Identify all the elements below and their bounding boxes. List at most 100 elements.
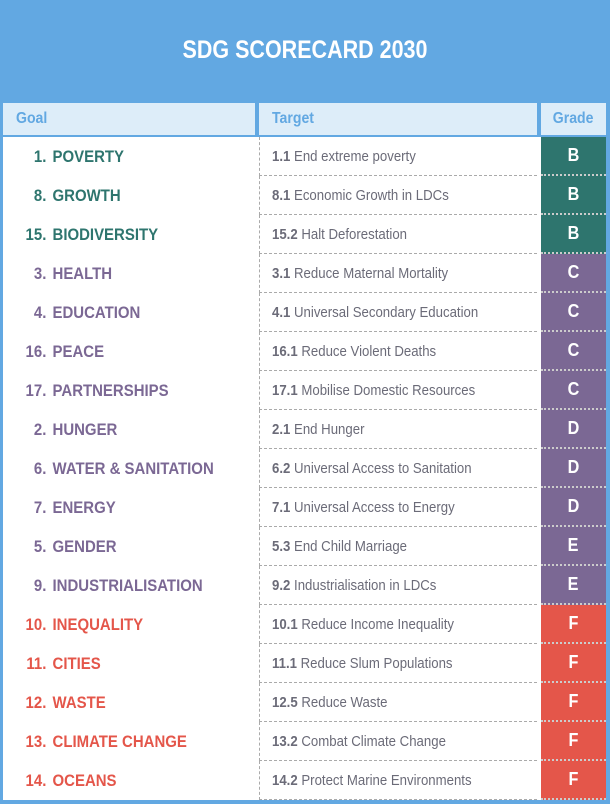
goal-number: 15. (25, 224, 47, 244)
target-code: 8.1 (272, 186, 291, 204)
table-row: 13. CLIMATE CHANGE 13.2 Combat Climate C… (3, 722, 606, 761)
grade-badge: F (541, 644, 606, 683)
grade-badge: B (541, 176, 606, 215)
target-text: Economic Growth in LDCs (294, 186, 449, 204)
column-header-goal-label: Goal (16, 110, 48, 127)
target-cell: 13.2 Combat Climate Change (259, 722, 537, 761)
target-text: Universal Access to Energy (294, 498, 455, 516)
target-cell: 1.1 End extreme poverty (259, 137, 537, 176)
target-text: Combat Climate Change (301, 732, 446, 750)
target-code: 3.1 (272, 264, 291, 282)
table-row: 8. GROWTH 8.1 Economic Growth in LDCs B (3, 176, 606, 215)
grade-letter: D (567, 457, 580, 477)
grade-letter: F (568, 613, 579, 633)
goal-number: 4. (33, 302, 47, 322)
target-code: 17.1 (272, 381, 298, 399)
scorecard-table-body: 1. POVERTY 1.1 End extreme poverty B 8. … (3, 137, 606, 800)
grade-badge: F (541, 683, 606, 722)
grade-badge: E (541, 527, 606, 566)
goal-name: HEALTH (52, 263, 113, 283)
grade-badge: D (541, 410, 606, 449)
target-cell: 12.5 Reduce Waste (259, 683, 537, 722)
table-row: 9. INDUSTRIALISATION 9.2 Industrialisati… (3, 566, 606, 605)
grade-letter: F (568, 769, 579, 789)
table-row: 7. ENERGY 7.1 Universal Access to Energy… (3, 488, 606, 527)
goal-cell: 13. CLIMATE CHANGE (3, 722, 255, 761)
target-code: 15.2 (272, 225, 298, 243)
goal-name: OCEANS (52, 770, 117, 790)
table-row: 2. HUNGER 2.1 End Hunger D (3, 410, 606, 449)
goal-cell: 1. POVERTY (3, 137, 255, 176)
goal-number: 10. (25, 614, 47, 634)
grade-badge: E (541, 566, 606, 605)
table-row: 3. HEALTH 3.1 Reduce Maternal Mortality … (3, 254, 606, 293)
grade-badge: B (541, 137, 606, 176)
table-row: 5. GENDER 5.3 End Child Marriage E (3, 527, 606, 566)
goal-cell: 10. INEQUALITY (3, 605, 255, 644)
grade-letter: E (568, 574, 579, 594)
target-text: End Hunger (294, 420, 365, 438)
goal-name: EDUCATION (52, 302, 141, 322)
target-cell: 17.1 Mobilise Domestic Resources (259, 371, 537, 410)
goal-cell: 9. INDUSTRIALISATION (3, 566, 255, 605)
grade-letter: F (568, 691, 579, 711)
target-text: Reduce Violent Deaths (301, 342, 437, 360)
grade-letter: C (567, 340, 580, 360)
goal-number: 11. (26, 653, 47, 673)
table-row: 15. BIODIVERSITY 15.2 Halt Deforestation… (3, 215, 606, 254)
goal-cell: 4. EDUCATION (3, 293, 255, 332)
goal-cell: 2. HUNGER (3, 410, 255, 449)
goal-name: WATER & SANITATION (52, 458, 214, 478)
target-cell: 8.1 Economic Growth in LDCs (259, 176, 537, 215)
target-text: Protect Marine Environments (301, 771, 472, 789)
grade-letter: F (568, 730, 579, 750)
table-row: 17. PARTNERSHIPS 17.1 Mobilise Domestic … (3, 371, 606, 410)
target-text: Industrialisation in LDCs (294, 576, 437, 594)
goal-name: INEQUALITY (52, 614, 144, 634)
target-text: End Child Marriage (294, 537, 408, 555)
grade-letter: C (567, 379, 580, 399)
target-code: 14.2 (272, 771, 298, 789)
goal-name: PEACE (52, 341, 105, 361)
target-cell: 5.3 End Child Marriage (259, 527, 537, 566)
goal-name: GENDER (52, 536, 117, 556)
grade-badge: F (541, 722, 606, 761)
target-code: 1.1 (272, 147, 291, 165)
grade-letter: B (567, 184, 580, 204)
column-header-target: Target (259, 103, 537, 135)
target-cell: 10.1 Reduce Income Inequality (259, 605, 537, 644)
table-row: 12. WASTE 12.5 Reduce Waste F (3, 683, 606, 722)
target-text: Reduce Waste (301, 693, 388, 711)
target-code: 9.2 (272, 576, 291, 594)
target-cell: 7.1 Universal Access to Energy (259, 488, 537, 527)
goal-number: 17. (25, 380, 47, 400)
goal-cell: 5. GENDER (3, 527, 255, 566)
target-cell: 14.2 Protect Marine Environments (259, 761, 537, 800)
goal-name: GROWTH (52, 185, 121, 205)
goal-number: 8. (33, 185, 47, 205)
goal-number: 9. (33, 575, 47, 595)
goal-number: 5. (33, 536, 47, 556)
grade-badge: C (541, 371, 606, 410)
target-cell: 9.2 Industrialisation in LDCs (259, 566, 537, 605)
target-cell: 11.1 Reduce Slum Populations (259, 644, 537, 683)
grade-letter: D (567, 496, 580, 516)
goal-number: 12. (25, 692, 47, 712)
table-row: 11. CITIES 11.1 Reduce Slum Populations … (3, 644, 606, 683)
goal-cell: 12. WASTE (3, 683, 255, 722)
column-header-grade-label: Grade (553, 110, 594, 127)
target-cell: 4.1 Universal Secondary Education (259, 293, 537, 332)
grade-letter: F (568, 652, 579, 672)
target-text: Universal Secondary Education (294, 303, 479, 321)
target-code: 7.1 (272, 498, 291, 516)
target-text: Mobilise Domestic Resources (301, 381, 476, 399)
target-code: 13.2 (272, 732, 298, 750)
goal-number: 13. (25, 731, 47, 751)
goal-name: PARTNERSHIPS (52, 380, 169, 400)
goal-number: 1. (33, 146, 47, 166)
page-title: SDG SCORECARD 2030 (43, 0, 568, 100)
target-code: 6.2 (272, 459, 291, 477)
target-code: 10.1 (272, 615, 298, 633)
target-text: End extreme poverty (294, 147, 416, 165)
target-text: Universal Access to Sanitation (294, 459, 472, 477)
